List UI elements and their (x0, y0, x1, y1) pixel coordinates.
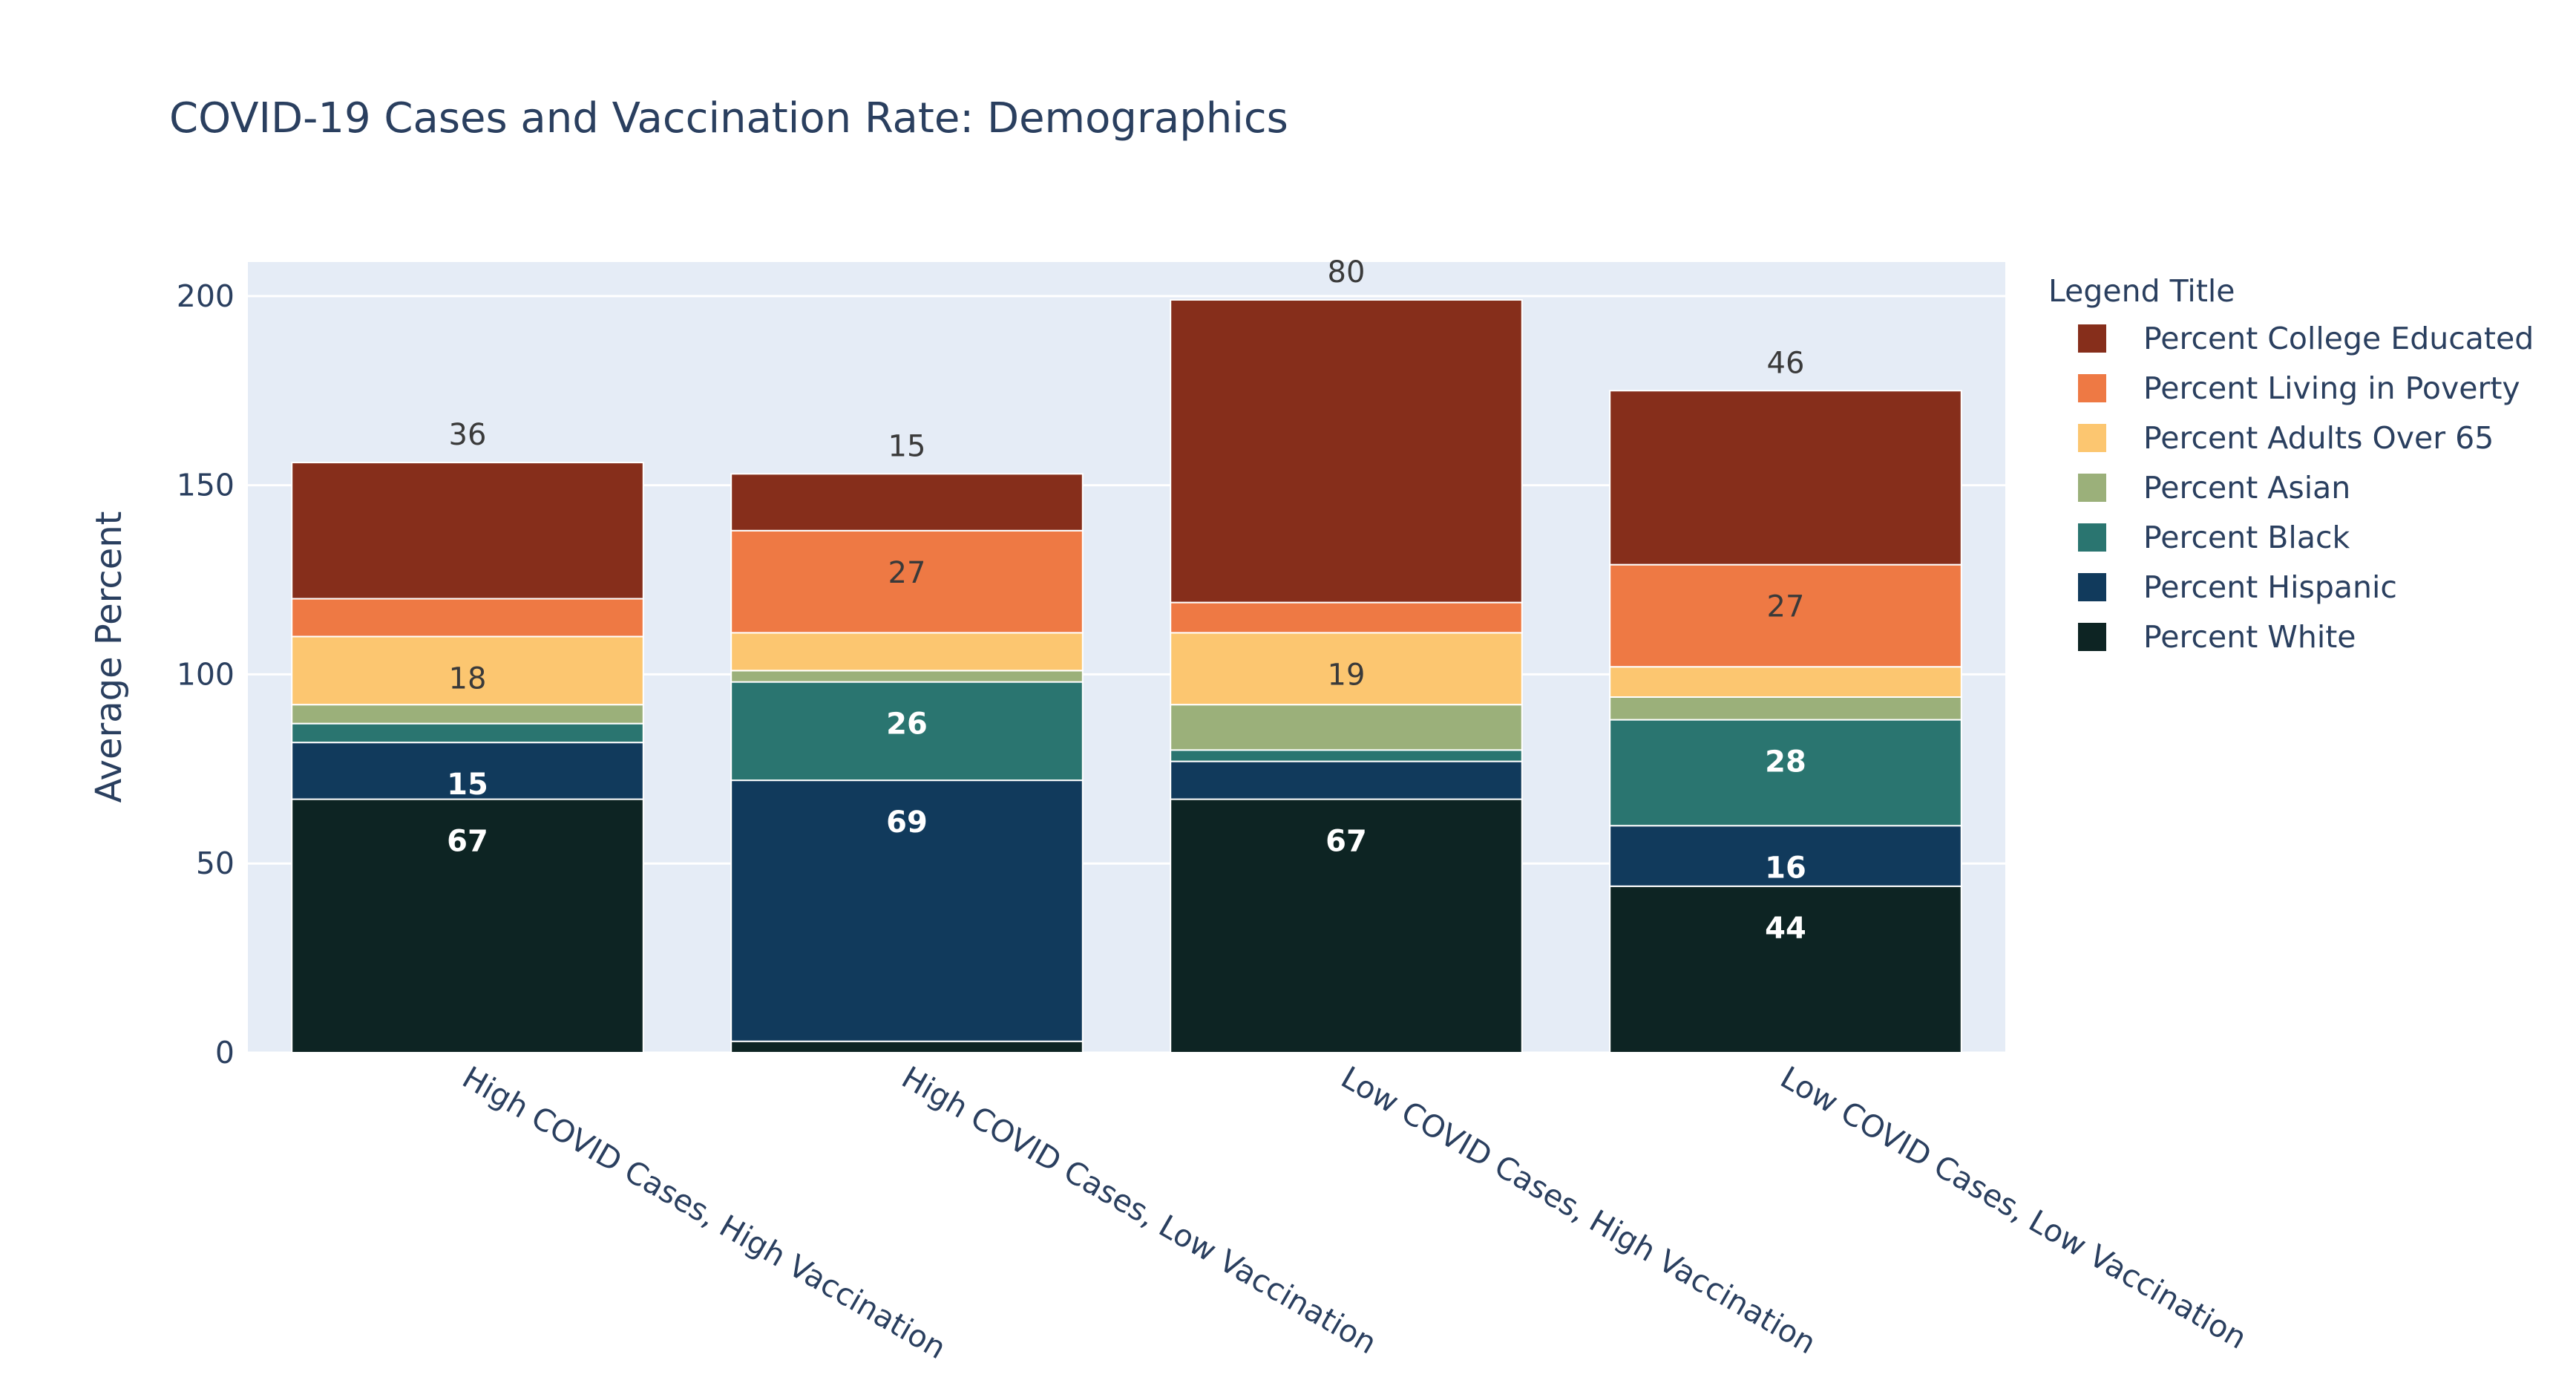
data-label: 18 (449, 661, 487, 696)
bar-segment (291, 798, 644, 1053)
data-label: 15 (888, 429, 926, 463)
bar-segment (730, 681, 1084, 782)
bar-segment (1609, 719, 1962, 827)
bar-segment (1609, 696, 1962, 721)
legend-item[interactable]: Percent Living in Poverty (2078, 370, 2520, 406)
legend-items: Percent College Educated Percent Living i… (2078, 321, 2534, 655)
legend-label: Percent Adults Over 65 (2143, 420, 2494, 456)
y-tick-label: 150 (177, 468, 235, 503)
x-tick-label: Low COVID Cases, Low Vaccination (1774, 1059, 2252, 1356)
bar-segment (1170, 798, 1523, 1053)
y-tick-label: 0 (215, 1035, 235, 1070)
legend-swatch (2078, 374, 2106, 402)
bar-segment (291, 635, 644, 706)
y-axis-ticks: 0 50 100 150 200 (177, 278, 235, 1070)
bar-segment (1170, 601, 1523, 634)
x-tick-label: Low COVID Cases, High Vaccination (1335, 1059, 1822, 1361)
legend-label: Percent Living in Poverty (2143, 370, 2520, 406)
data-label: 36 (449, 418, 487, 452)
bar-segment (730, 473, 1084, 532)
legend-title: Legend Title (2048, 273, 2235, 309)
bar-segment (1609, 563, 1962, 668)
y-tick-label: 200 (177, 278, 235, 314)
legend-item[interactable]: Percent Adults Over 65 (2078, 420, 2494, 456)
bar-segment (1170, 298, 1523, 604)
data-label: 28 (1765, 745, 1806, 779)
bar-segment (1170, 632, 1523, 706)
legend-item[interactable]: Percent Asian (2078, 470, 2350, 506)
legend-swatch (2078, 573, 2106, 601)
data-labels: 67 15 18 36 69 26 27 15 67 19 80 44 16 28 27 46 (447, 255, 1806, 946)
bar-segment (1609, 666, 1962, 699)
chart-title: COVID-19 Cases and Vaccination Rate: Dem… (169, 94, 1288, 143)
bar-segment (730, 529, 1084, 634)
data-label: 67 (447, 825, 488, 859)
bar-segment (1170, 760, 1523, 800)
data-label: 67 (1325, 825, 1367, 859)
legend-label: Percent White (2143, 619, 2356, 655)
y-tick-label: 100 (177, 656, 235, 692)
data-label: 15 (447, 768, 488, 802)
bar-segment (730, 632, 1084, 672)
data-label: 80 (1328, 255, 1366, 290)
legend-swatch (2078, 474, 2106, 502)
legend-label: Percent Hispanic (2143, 569, 2397, 605)
legend-swatch (2078, 623, 2106, 651)
bar-segment (291, 704, 644, 725)
legend-swatch (2078, 523, 2106, 552)
bar-segment (1609, 390, 1962, 566)
data-label: 46 (1767, 346, 1805, 380)
data-label: 69 (886, 805, 928, 840)
legend-swatch (2078, 324, 2106, 353)
legend-item[interactable]: Percent Hispanic (2078, 569, 2397, 605)
legend-label: Percent Black (2143, 520, 2350, 555)
bar-segment (291, 598, 644, 638)
x-tick-label: High COVID Cases, High Vaccination (456, 1059, 952, 1366)
legend-label: Percent College Educated (2143, 321, 2534, 356)
bar-segment (1170, 749, 1523, 762)
x-tick-label: High COVID Cases, Low Vaccination (896, 1059, 1383, 1361)
bar-segment (291, 462, 644, 600)
bars (291, 298, 1962, 1053)
legend-item[interactable]: Percent Black (2078, 520, 2350, 555)
data-label: 19 (1328, 658, 1366, 692)
bar-segment (291, 722, 644, 744)
bar-segment (730, 1040, 1084, 1053)
data-label: 16 (1765, 851, 1806, 885)
legend-label: Percent Asian (2143, 470, 2350, 506)
bar-segment (1609, 885, 1962, 1053)
y-axis-title: Average Percent (88, 511, 130, 803)
bar-segment (730, 779, 1084, 1042)
data-label: 27 (1767, 590, 1805, 624)
bar-segment (291, 742, 644, 800)
legend-item[interactable]: Percent College Educated (2078, 321, 2534, 356)
legend: Legend Title Percent College EducatedPer… (2048, 273, 2534, 655)
bar-segment (1170, 704, 1523, 751)
data-label: 27 (888, 556, 926, 590)
bar-segment (730, 670, 1084, 683)
data-label: 44 (1765, 912, 1806, 946)
data-label: 26 (886, 707, 928, 742)
legend-item[interactable]: Percent White (2078, 619, 2356, 655)
legend-swatch (2078, 424, 2106, 452)
y-tick-label: 50 (196, 846, 235, 881)
